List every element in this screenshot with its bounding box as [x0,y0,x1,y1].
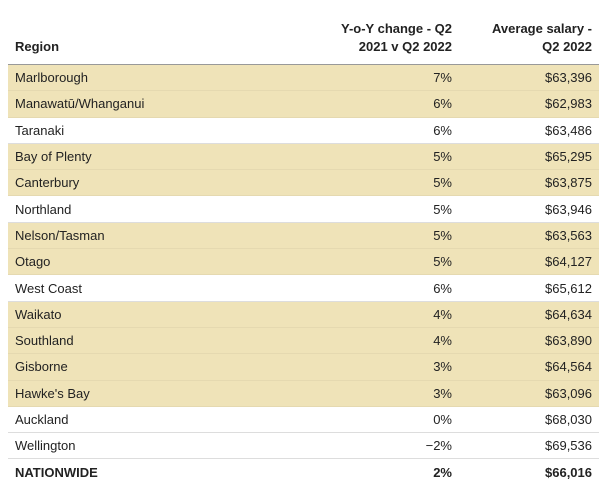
salary-cell: $64,634 [459,301,599,328]
table-row: Waikato 4% $64,634 [8,301,599,328]
header-salary-line2: Q2 2022 [542,39,592,54]
change-cell: 7% [248,64,459,92]
table-row: Marlborough 7% $63,396 [8,64,599,92]
table-row: Otago 5% $64,127 [8,248,599,276]
region-cell: Taranaki [8,117,248,144]
salary-cell: $65,612 [459,274,599,302]
salary-cell: $65,295 [459,143,599,171]
salary-cell: $63,890 [459,327,599,355]
change-cell: 3% [248,353,459,381]
change-cell: 4% [248,327,459,355]
table-row: Manawatū/Whanganui 6% $62,983 [8,90,599,118]
header-change: Y-o-Y change - Q2 2021 v Q2 2022 [248,8,459,65]
salary-cell: $62,983 [459,90,599,118]
change-cell: 5% [248,248,459,276]
region-cell: Canterbury [8,169,248,197]
table-row: West Coast 6% $65,612 [8,274,599,302]
change-cell: 5% [248,143,459,171]
table-row: Bay of Plenty 5% $65,295 [8,143,599,171]
table-row: Auckland 0% $68,030 [8,406,599,434]
region-cell: Marlborough [8,64,248,92]
salary-cell: $64,127 [459,248,599,276]
table-row: Canterbury 5% $63,875 [8,169,599,197]
region-cell: Southland [8,327,248,355]
change-cell: 5% [248,195,459,223]
header-region: Region [8,8,248,65]
region-cell: Nelson/Tasman [8,222,248,250]
change-cell: 4% [248,301,459,328]
table-body: Marlborough 7% $63,396 Manawatū/Whanganui 6%… [8,64,599,485]
change-cell: 6% [248,90,459,118]
total-change: 2% [433,464,452,480]
change-cell: 6% [248,117,459,144]
total-salary: $66,016 [545,464,592,480]
region-cell: Otago [8,248,248,276]
table-row: Nelson/Tasman 5% $63,563 [8,222,599,250]
table-row: Wellington −2% $69,536 [8,432,599,460]
salary-cell: $63,875 [459,169,599,197]
region-cell: Wellington [8,432,248,460]
table-row: Hawke's Bay 3% $63,096 [8,380,599,407]
region-cell: Northland [8,195,248,223]
region-cell: Bay of Plenty [8,143,248,171]
salary-cell: $63,396 [459,64,599,92]
change-cell: 6% [248,274,459,302]
salary-cell: $63,563 [459,222,599,250]
region-cell: Waikato [8,301,248,328]
region-cell: West Coast [8,274,248,302]
change-cell: 0% [248,406,459,434]
salary-table: Region Y-o-Y change - Q2 2021 v Q2 2022 A… [8,8,599,485]
table-header: Region Y-o-Y change - Q2 2021 v Q2 2022 A… [8,8,599,65]
header-salary-line1: Average salary - [492,21,592,36]
salary-table-container: Region Y-o-Y change - Q2 2021 v Q2 2022 A… [8,8,599,485]
table-row: Southland 4% $63,890 [8,327,599,355]
salary-cell: $68,030 [459,406,599,434]
table-row: Northland 5% $63,946 [8,195,599,223]
salary-cell: $69,536 [459,432,599,460]
nationwide-row: NATIONWIDE 2% $66,016 [8,459,599,485]
header-change-line2: 2021 v Q2 2022 [358,39,452,54]
region-cell: Gisborne [8,353,248,381]
header-row: Region Y-o-Y change - Q2 2021 v Q2 2022 A… [8,8,599,65]
change-cell: 5% [248,169,459,197]
region-cell: Manawatū/Whanganui [8,90,248,118]
salary-cell: $63,096 [459,380,599,407]
salary-cell: $63,486 [459,117,599,144]
header-salary: Average salary - Q2 2022 [459,8,599,65]
header-change-line1: Y-o-Y change - Q2 [340,21,452,36]
change-cell: −2% [248,432,459,460]
change-cell: 5% [248,222,459,250]
region-cell: Hawke's Bay [8,380,248,407]
table-row: Taranaki 6% $63,486 [8,117,599,144]
salary-cell: $64,564 [459,353,599,381]
change-cell: 3% [248,380,459,407]
header-region-label: Region [15,39,60,54]
table-row: Gisborne 3% $64,564 [8,353,599,381]
total-region: NATIONWIDE [15,464,98,480]
region-cell: Auckland [8,406,248,434]
salary-cell: $63,946 [459,195,599,223]
